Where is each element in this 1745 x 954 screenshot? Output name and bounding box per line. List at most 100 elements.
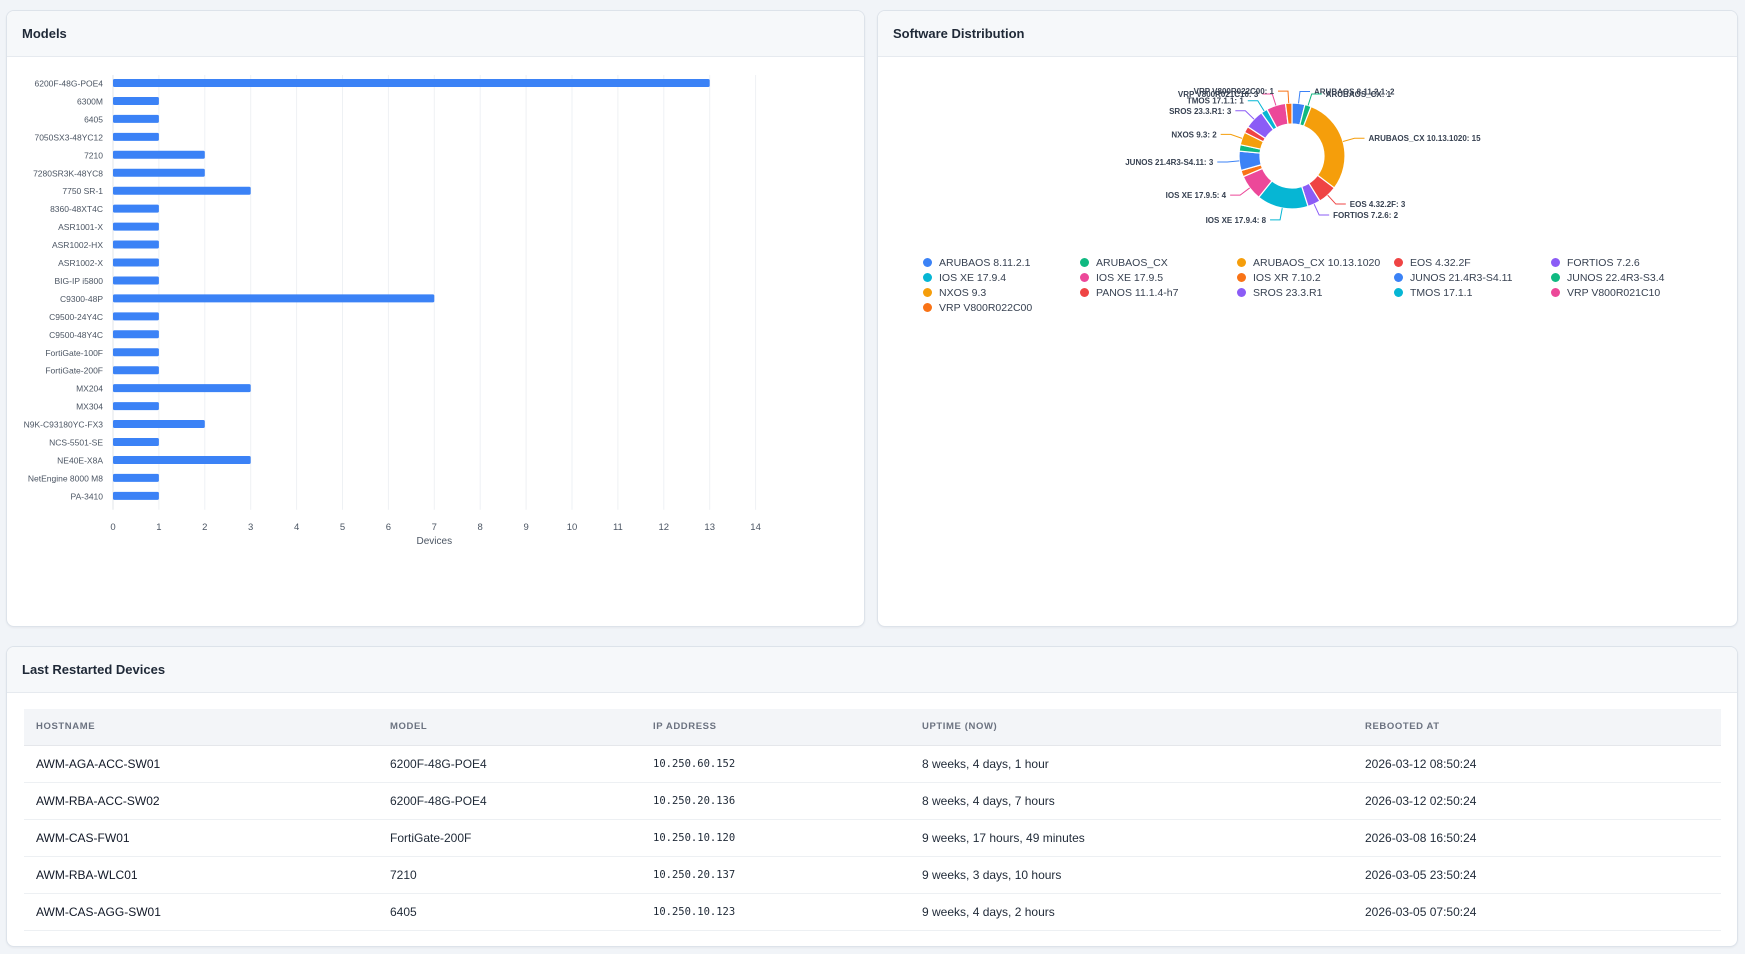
legend-item[interactable]: JUNOS 22.4R3-S3.4 <box>1551 270 1708 285</box>
bar-7210[interactable] <box>113 150 205 159</box>
uptime-cell: 8 weeks, 4 days, 7 hours <box>910 782 1353 820</box>
y-tick-label: 6405 <box>84 114 103 124</box>
bar-pa-3410[interactable] <box>113 491 159 500</box>
y-tick-label: 7210 <box>84 150 103 160</box>
callout-label: ARUBAOS_CX: 1 <box>1326 90 1392 99</box>
column-header-hostname[interactable]: HOSTNAME <box>24 709 378 746</box>
model-cell: 7210 <box>378 856 641 894</box>
table-row[interactable]: AWM-CAS-FW01 FortiGate-200F 10.250.10.12… <box>24 819 1721 857</box>
legend-item[interactable]: FORTIOS 7.2.6 <box>1551 255 1708 270</box>
legend-dot-icon <box>923 303 932 312</box>
legend-label: NXOS 9.3 <box>939 286 987 299</box>
rebooted-at-cell: 2026-03-12 02:50:24 <box>1353 782 1721 820</box>
y-tick-label: 6200F-48G-POE4 <box>34 79 103 89</box>
legend-dot-icon <box>1237 273 1246 282</box>
bar-fortigate-100f[interactable] <box>113 348 159 357</box>
callout-label: IOS XE 17.9.4: 8 <box>1206 216 1267 225</box>
y-tick-label: FortiGate-100F <box>45 348 103 358</box>
table-header-row: HOSTNAME MODEL IP ADDRESS UPTIME (NOW) R… <box>24 709 1721 746</box>
models-card-title: Models <box>7 11 864 57</box>
ip-address-cell: 10.250.20.136 <box>641 782 910 820</box>
y-tick-label: 7050SX3-48YC12 <box>34 132 103 142</box>
callout-line <box>1235 110 1255 120</box>
legend-dot-icon <box>1551 258 1560 267</box>
hostname-cell: AWM-AGA-ACC-SW01 <box>24 745 378 783</box>
bar-8360-48xt4c[interactable] <box>113 204 159 213</box>
hostname-cell: AWM-CAS-FW01 <box>24 819 378 857</box>
bar-mx304[interactable] <box>113 402 159 411</box>
bar-asr1002-hx[interactable] <box>113 240 159 249</box>
legend-item[interactable]: NXOS 9.3 <box>923 285 1080 300</box>
callout-label: NXOS 9.3: 2 <box>1171 130 1217 139</box>
bar-c9500-48y4c[interactable] <box>113 330 159 339</box>
bar-ne40e-x8a[interactable] <box>113 455 251 464</box>
bar-netengine-8000-m8[interactable] <box>113 473 159 482</box>
column-header-model[interactable]: MODEL <box>378 709 641 746</box>
column-header-ip-address[interactable]: IP ADDRESS <box>641 709 910 746</box>
uptime-cell: 9 weeks, 3 days, 10 hours <box>910 856 1353 894</box>
legend-item[interactable]: ARUBAOS_CX 10.13.1020 <box>1237 255 1394 270</box>
slice-vrp-v800r022c00[interactable] <box>1284 102 1293 125</box>
x-tick-label: 3 <box>248 522 253 533</box>
legend-dot-icon <box>1237 258 1246 267</box>
legend-label: VRP V800R022C00 <box>939 301 1033 314</box>
legend-dot-icon <box>1080 288 1089 297</box>
models-bar-chart: 6200F-48G-POE46300M64057050SX3-48YC12721… <box>24 75 761 547</box>
rebooted-at-cell: 2026-03-08 16:50:24 <box>1353 819 1721 857</box>
y-tick-label: PA-3410 <box>71 491 104 501</box>
legend-item[interactable]: SROS 23.3.R1 <box>1237 285 1394 300</box>
bar-7750-sr-1[interactable] <box>113 186 251 195</box>
legend-item[interactable]: ARUBAOS_CX <box>1080 255 1237 270</box>
table-row[interactable]: AWM-RBA-ACC-SW02 6200F-48G-POE4 10.250.2… <box>24 782 1721 820</box>
legend-label: ARUBAOS_CX 10.13.1020 <box>1253 256 1381 269</box>
bar-c9500-24y4c[interactable] <box>113 312 159 321</box>
table-row[interactable]: AWM-RBA-WLC01 7210 10.250.20.137 9 weeks… <box>24 856 1721 894</box>
bar-ncs-5501-se[interactable] <box>113 438 159 446</box>
bar-7280sr3k-48yc8[interactable] <box>113 168 205 177</box>
model-cell: FortiGate-200F <box>378 819 641 857</box>
y-tick-label: NE40E-X8A <box>57 455 103 465</box>
bar-6200f-48g-poe4[interactable] <box>113 79 710 87</box>
bar-mx204[interactable] <box>113 384 251 393</box>
column-header-rebooted-at[interactable]: REBOOTED AT <box>1353 709 1721 746</box>
bar-asr1002-x[interactable] <box>113 258 159 267</box>
bar-6300m[interactable] <box>113 96 159 105</box>
legend-item[interactable]: VRP V800R021C10 <box>1551 285 1708 300</box>
slice-arubaos-cx-10-13-1020[interactable] <box>1302 105 1346 189</box>
callout-label: TMOS 17.1.1: 1 <box>1187 97 1244 106</box>
software-card-title: Software Distribution <box>878 11 1737 57</box>
legend-item[interactable]: JUNOS 21.4R3-S4.11 <box>1394 270 1551 285</box>
legend-item[interactable]: TMOS 17.1.1 <box>1394 285 1551 300</box>
bar-6405[interactable] <box>113 114 159 123</box>
bar-fortigate-200f[interactable] <box>113 366 159 375</box>
legend-item[interactable]: PANOS 11.1.4-h7 <box>1080 285 1237 300</box>
legend-dot-icon <box>923 273 932 282</box>
table-row[interactable]: AWM-CAS-AGG-SW01 6405 10.250.10.123 9 we… <box>24 893 1721 931</box>
y-tick-label: BIG-IP i5800 <box>54 276 103 286</box>
bar-7050sx3-48yc12[interactable] <box>113 132 159 141</box>
x-tick-label: 1 <box>156 522 161 533</box>
legend-dot-icon <box>1394 273 1403 282</box>
legend-label: VRP V800R021C10 <box>1567 286 1661 299</box>
legend-item[interactable]: VRP V800R022C00 <box>923 300 1080 315</box>
legend-label: EOS 4.32.2F <box>1410 256 1471 269</box>
callout-label: IOS XE 17.9.5: 4 <box>1166 191 1227 200</box>
legend-item[interactable]: IOS XR 7.10.2 <box>1237 270 1394 285</box>
bar-asr1001-x[interactable] <box>113 222 159 231</box>
x-tick-label: 6 <box>386 522 391 533</box>
legend-item[interactable]: EOS 4.32.2F <box>1394 255 1551 270</box>
legend-item[interactable]: IOS XE 17.9.4 <box>923 270 1080 285</box>
bar-n9k-c93180yc-fx3[interactable] <box>113 420 205 429</box>
callout-line <box>1220 133 1243 139</box>
legend-item[interactable]: ARUBAOS 8.11.2.1 <box>923 255 1080 270</box>
model-cell: 6405 <box>378 893 641 931</box>
table-row[interactable]: AWM-AGA-ACC-SW01 6200F-48G-POE4 10.250.6… <box>24 745 1721 783</box>
legend-item[interactable]: IOS XE 17.9.5 <box>1080 270 1237 285</box>
column-header-uptime[interactable]: UPTIME (NOW) <box>910 709 1353 746</box>
legend-label: PANOS 11.1.4-h7 <box>1096 286 1179 299</box>
bar-c9300-48p[interactable] <box>113 294 435 303</box>
y-tick-label: FortiGate-200F <box>45 366 103 376</box>
rebooted-at-cell: 2026-03-05 23:50:24 <box>1353 856 1721 894</box>
bar-big-ip-i5800[interactable] <box>113 276 159 285</box>
legend-dot-icon <box>1080 258 1089 267</box>
